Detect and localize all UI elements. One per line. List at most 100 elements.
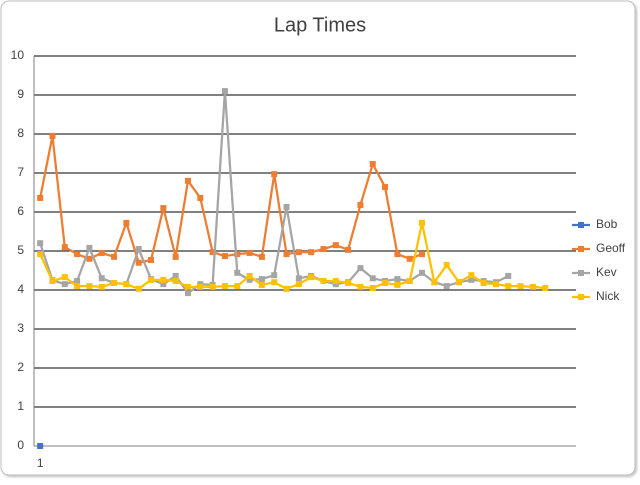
marker bbox=[258, 281, 265, 288]
x-tick-label: 1 bbox=[37, 456, 44, 470]
y-tick-label: 8 bbox=[17, 126, 24, 140]
marker bbox=[74, 251, 81, 258]
marker bbox=[443, 283, 450, 290]
marker bbox=[184, 283, 191, 290]
marker bbox=[394, 251, 401, 258]
marker bbox=[295, 249, 302, 256]
y-tick-label: 7 bbox=[17, 165, 24, 179]
marker bbox=[111, 279, 118, 286]
marker bbox=[382, 279, 389, 286]
marker bbox=[394, 281, 401, 288]
marker bbox=[345, 279, 352, 286]
y-tick-label: 2 bbox=[17, 360, 24, 374]
marker bbox=[246, 272, 253, 279]
marker bbox=[431, 279, 438, 286]
marker bbox=[369, 285, 376, 292]
marker bbox=[221, 88, 228, 95]
marker bbox=[209, 283, 216, 290]
marker bbox=[246, 249, 253, 256]
marker bbox=[271, 272, 278, 279]
series bbox=[37, 132, 426, 266]
marker bbox=[258, 276, 265, 283]
marker bbox=[443, 262, 450, 269]
marker bbox=[308, 274, 315, 281]
marker bbox=[419, 219, 426, 226]
marker bbox=[135, 285, 142, 292]
marker bbox=[295, 281, 302, 288]
marker bbox=[505, 283, 512, 290]
legend-marker bbox=[578, 246, 584, 252]
marker bbox=[320, 246, 327, 253]
marker bbox=[369, 161, 376, 168]
marker bbox=[320, 278, 327, 285]
chart-frame bbox=[0, 0, 636, 476]
y-tick-label: 4 bbox=[17, 282, 24, 296]
marker bbox=[234, 269, 241, 276]
marker bbox=[419, 251, 426, 258]
marker bbox=[369, 275, 376, 282]
y-tick-label: 5 bbox=[17, 243, 24, 257]
marker bbox=[74, 283, 81, 290]
marker bbox=[37, 443, 44, 449]
marker bbox=[37, 194, 44, 201]
legend-label: Nick bbox=[596, 289, 620, 303]
series bbox=[37, 443, 44, 449]
marker bbox=[135, 246, 142, 253]
marker bbox=[234, 251, 241, 258]
marker bbox=[98, 275, 105, 282]
marker bbox=[283, 285, 290, 292]
marker bbox=[332, 242, 339, 249]
marker bbox=[172, 278, 179, 285]
marker bbox=[271, 171, 278, 178]
marker bbox=[517, 283, 524, 290]
marker bbox=[271, 279, 278, 286]
legend-marker bbox=[578, 222, 584, 228]
series bbox=[37, 219, 549, 292]
marker bbox=[123, 281, 130, 288]
marker bbox=[505, 272, 512, 279]
legend-label: Geoff bbox=[596, 241, 626, 255]
marker bbox=[406, 278, 413, 285]
marker bbox=[184, 290, 191, 297]
marker bbox=[529, 283, 536, 290]
legend-label: Kev bbox=[596, 265, 617, 279]
marker bbox=[221, 253, 228, 260]
marker bbox=[160, 281, 167, 288]
y-tick-label: 0 bbox=[17, 438, 24, 452]
marker bbox=[61, 244, 68, 251]
chart-title: Lap Times bbox=[274, 14, 366, 36]
legend-marker bbox=[578, 294, 584, 300]
marker bbox=[357, 283, 364, 290]
marker bbox=[37, 251, 44, 258]
marker bbox=[308, 249, 315, 256]
legend-marker bbox=[578, 270, 584, 276]
marker bbox=[123, 219, 130, 226]
marker bbox=[61, 274, 68, 281]
marker bbox=[184, 177, 191, 184]
marker bbox=[295, 275, 302, 282]
marker bbox=[172, 253, 179, 260]
y-tick-label: 9 bbox=[17, 87, 24, 101]
marker bbox=[394, 276, 401, 283]
marker bbox=[197, 194, 204, 201]
marker bbox=[332, 281, 339, 288]
legend-label: Bob bbox=[596, 217, 618, 231]
marker bbox=[197, 283, 204, 290]
marker bbox=[455, 279, 462, 286]
marker bbox=[61, 281, 68, 288]
marker bbox=[148, 276, 155, 283]
marker bbox=[419, 269, 426, 276]
marker bbox=[332, 278, 339, 285]
marker bbox=[111, 253, 118, 260]
y-tick-label: 1 bbox=[17, 399, 24, 413]
marker bbox=[345, 246, 352, 253]
marker bbox=[209, 249, 216, 256]
marker bbox=[86, 244, 93, 251]
marker bbox=[135, 259, 142, 266]
marker bbox=[480, 279, 487, 286]
marker bbox=[86, 283, 93, 290]
marker bbox=[234, 283, 241, 290]
marker bbox=[283, 251, 290, 258]
